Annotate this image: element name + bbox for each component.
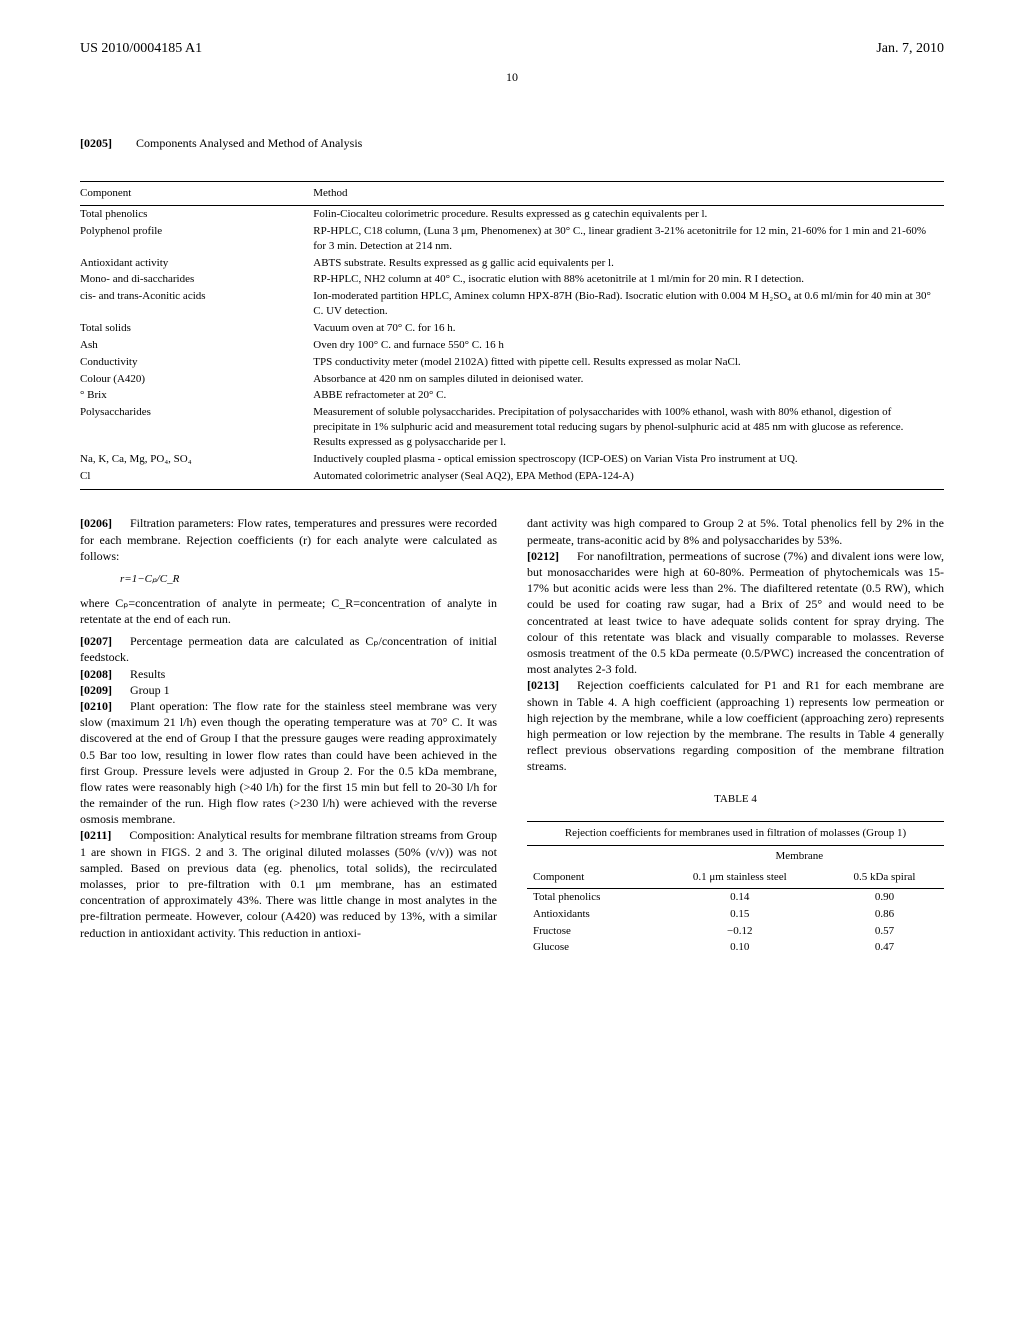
table-row: Polyphenol profileRP-HPLC, C18 column, (…	[80, 223, 944, 255]
two-column-body: [0206]Filtration parameters: Flow rates,…	[80, 515, 944, 956]
intro-paragraph: [0205] Components Analysed and Method of…	[80, 135, 944, 151]
para-text-0205: Components Analysed and Method of Analys…	[136, 136, 362, 150]
methods-col-component: Component	[80, 182, 313, 206]
table-row: Glucose0.100.47	[527, 939, 944, 956]
para-0213: [0213]Rejection coefficients calculated …	[527, 677, 944, 774]
table-row: Mono- and di-saccharidesRP-HPLC, NH2 col…	[80, 271, 944, 288]
table4-col-spiral: 0.5 kDa spiral	[825, 867, 944, 888]
table-row: Fructose−0.120.57	[527, 923, 944, 940]
right-column: dant activity was high compared to Group…	[527, 515, 944, 956]
para-0209: [0209]Group 1	[80, 682, 497, 698]
table-row: Antioxidant activityABTS substrate. Resu…	[80, 255, 944, 272]
table4-superheader: Membrane	[655, 846, 944, 867]
para-0212: [0212]For nanofiltration, permeations of…	[527, 548, 944, 678]
para-0210: [0210]Plant operation: The flow rate for…	[80, 698, 497, 828]
left-column: [0206]Filtration parameters: Flow rates,…	[80, 515, 497, 956]
table-row: ° BrixABBE refractometer at 20° C.	[80, 387, 944, 404]
para-0211: [0211]Composition: Analytical results fo…	[80, 827, 497, 940]
header-right: Jan. 7, 2010	[876, 40, 944, 59]
para-cont: dant activity was high compared to Group…	[527, 515, 944, 547]
table-row: AshOven dry 100° C. and furnace 550° C. …	[80, 337, 944, 354]
table4-title: TABLE 4	[527, 792, 944, 807]
table4: Rejection coefficients for membranes use…	[527, 821, 944, 956]
table-row: Colour (A420)Absorbance at 420 nm on sam…	[80, 371, 944, 388]
para-num-0205: [0205]	[80, 136, 112, 150]
methods-table: Component Method Total phenolicsFolin-Ci…	[80, 181, 944, 490]
table-row: Total phenolics0.140.90	[527, 888, 944, 905]
header-left: US 2010/0004185 A1	[80, 40, 202, 59]
page-number: 10	[80, 69, 944, 85]
table-row: cis- and trans-Aconitic acidsIon-moderat…	[80, 288, 944, 320]
table-row: ConductivityTPS conductivity meter (mode…	[80, 354, 944, 371]
table4-caption: Rejection coefficients for membranes use…	[527, 822, 944, 846]
table-row: Na, K, Ca, Mg, PO₄, SO₄Inductively coupl…	[80, 451, 944, 468]
table4-col-ss: 0.1 μm stainless steel	[655, 867, 825, 888]
page-container: US 2010/0004185 A1 Jan. 7, 2010 10 [0205…	[0, 0, 1024, 996]
para-0208: [0208]Results	[80, 666, 497, 682]
para-0206: [0206]Filtration parameters: Flow rates,…	[80, 515, 497, 564]
table-row: PolysaccharidesMeasurement of soluble po…	[80, 404, 944, 451]
table-row: Antioxidants0.150.86	[527, 906, 944, 923]
para-0207: [0207]Percentage permeation data are cal…	[80, 633, 497, 665]
table-row: Total solidsVacuum oven at 70° C. for 16…	[80, 320, 944, 337]
rejection-formula: r=1−Cₚ/C_R	[120, 572, 497, 587]
table-row: ClAutomated colorimetric analyser (Seal …	[80, 468, 944, 490]
table-row: Total phenolicsFolin-Ciocalteu colorimet…	[80, 206, 944, 223]
methods-col-method: Method	[313, 182, 944, 206]
table4-col-component: Component	[527, 867, 655, 888]
para-0206b: where Cₚ=concentration of analyte in per…	[80, 595, 497, 627]
page-header: US 2010/0004185 A1 Jan. 7, 2010	[80, 40, 944, 59]
